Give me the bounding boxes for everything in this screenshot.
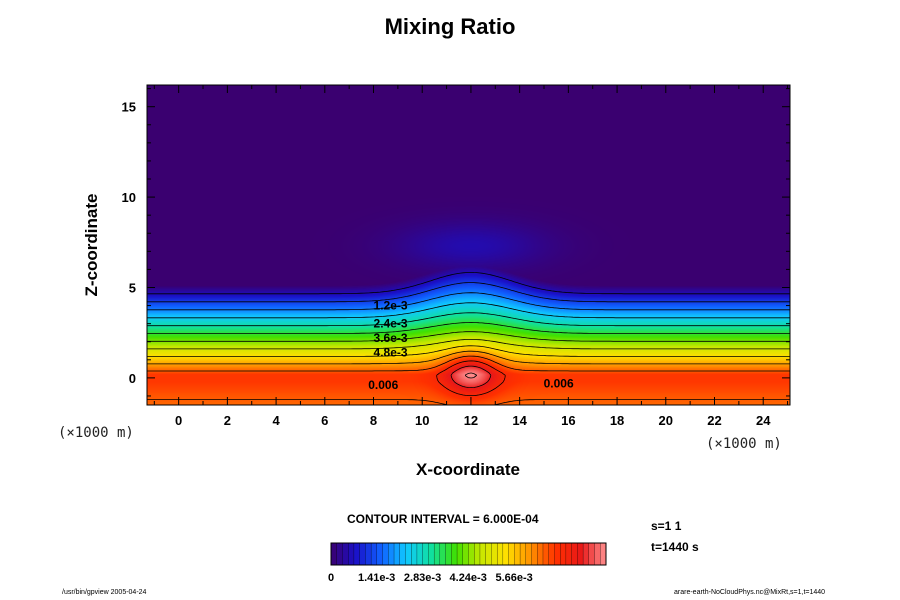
- x-tick-label: 18: [610, 413, 624, 428]
- chart-title: Mixing Ratio: [384, 14, 516, 39]
- colorbar-bin: [456, 542, 464, 566]
- y-tick-label: 5: [129, 280, 136, 295]
- x-tick-label: 0: [175, 413, 182, 428]
- plot-frame: [146, 84, 791, 406]
- y-tick-label: 0: [129, 371, 136, 386]
- colorbar-bin: [388, 542, 395, 566]
- colorbar-bin: [600, 542, 607, 566]
- colorbar-tick-label: 1.41e-3: [358, 572, 395, 584]
- colorbar-bin: [531, 542, 538, 566]
- colorbar-bin: [382, 542, 389, 566]
- colorbar-bin: [571, 542, 578, 566]
- colorbar-bin: [502, 542, 510, 566]
- colorbar-bin: [565, 542, 573, 566]
- colorbar-tick-label: 4.24e-3: [450, 572, 487, 584]
- colorbar-tick-label: 0: [328, 572, 334, 584]
- colorbar-bin: [468, 542, 475, 566]
- colorbar-tick-label: 2.83e-3: [404, 572, 441, 584]
- heatmap-field: [147, 85, 790, 405]
- info-t: t=1440 s: [651, 540, 699, 554]
- x-tick-label: 24: [756, 413, 771, 428]
- x-axis-label: X-coordinate: [416, 460, 520, 479]
- contour-label: 0.006: [544, 376, 574, 390]
- colorbar-bin: [537, 542, 544, 566]
- x-axis-unit-left: (×1000 m): [58, 425, 134, 441]
- colorbar-bin: [451, 542, 458, 566]
- colorbar-bin: [399, 542, 406, 566]
- colorbar-bin: [336, 542, 343, 566]
- colorbar-bin: [496, 542, 504, 566]
- colorbar-bin: [485, 542, 492, 566]
- x-tick-label: 14: [512, 413, 527, 428]
- contour-label: 4.8e-3: [374, 346, 408, 360]
- y-tick-label: 10: [122, 190, 136, 205]
- colorbar-bin: [519, 542, 527, 566]
- info-s: s=1 1: [651, 519, 682, 533]
- colorbar-bin: [405, 542, 412, 566]
- colorbar-bin: [416, 542, 424, 566]
- colorbar-bin: [330, 542, 338, 566]
- colorbar-bin: [353, 542, 361, 566]
- colorbar-bin: [445, 542, 452, 566]
- colorbar-bin: [433, 542, 441, 566]
- x-tick-label: 16: [561, 413, 575, 428]
- x-axis-unit-right: (×1000 m): [706, 436, 782, 452]
- colorbar-frame: [330, 542, 607, 566]
- colorbar-bin: [582, 542, 590, 566]
- contour-interval-text: CONTOUR INTERVAL = 6.000E-04: [347, 512, 539, 526]
- colorbar-bin: [491, 542, 498, 566]
- colorbar-bin: [422, 542, 429, 566]
- contour-label: 3.6e-3: [374, 331, 408, 345]
- contour-label: 2.4e-3: [374, 317, 408, 331]
- colorbar-bin: [548, 542, 555, 566]
- colorbar-bin: [474, 542, 481, 566]
- contour-lines: [147, 272, 790, 406]
- colorbar-bin: [370, 542, 378, 566]
- contour-label: 1.2e-3: [374, 299, 408, 313]
- x-tick-label: 12: [464, 413, 478, 428]
- colorbar-bin: [462, 542, 469, 566]
- x-tick-label: 2: [224, 413, 231, 428]
- colorbar-bin: [376, 542, 384, 566]
- colorbar-bin: [359, 542, 366, 566]
- x-tick-label: 10: [415, 413, 429, 428]
- x-tick-label: 20: [659, 413, 673, 428]
- x-tick-label: 8: [370, 413, 377, 428]
- colorbar-bin: [588, 542, 595, 566]
- colorbar-bin: [508, 542, 515, 566]
- contour-label: 0.006: [368, 378, 398, 392]
- colorbar-bin: [342, 542, 349, 566]
- colorbar-bin: [393, 542, 401, 566]
- y-tick-label: 15: [122, 100, 136, 115]
- x-tick-label: 6: [321, 413, 328, 428]
- x-tick-label: 22: [707, 413, 721, 428]
- x-tick-label: 4: [272, 413, 280, 428]
- colorbar-bin: [560, 542, 567, 566]
- colorbar-bin: [514, 542, 521, 566]
- footer-right: arare-earth-NoCloudPhys.nc@MixRt,s=1,t=1…: [674, 589, 826, 596]
- colorbar-tick-label: 5.66e-3: [495, 572, 532, 584]
- colorbar-bin: [479, 542, 487, 566]
- y-axis-label: Z-coordinate: [82, 193, 101, 297]
- colorbar-bin: [365, 542, 372, 566]
- colorbar-bin: [525, 542, 532, 566]
- colorbar-bin: [577, 542, 584, 566]
- colorbar-bin: [411, 542, 418, 566]
- footer-left: /usr/bin/gpview 2005-04-24: [62, 589, 147, 596]
- colorbar-bin: [428, 542, 435, 566]
- colorbar-bin: [594, 542, 601, 566]
- colorbar-bin: [554, 542, 561, 566]
- colorbar-bin: [348, 542, 355, 566]
- colorbar-bin: [439, 542, 447, 566]
- colorbar-bin: [542, 542, 550, 566]
